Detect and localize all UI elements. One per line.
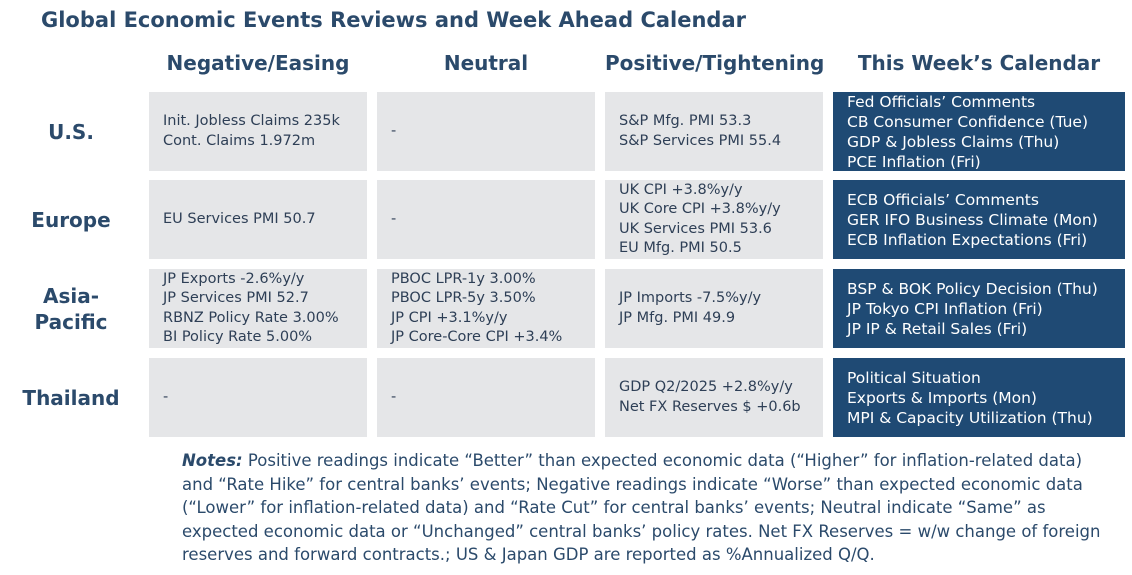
positive-item: JP Mfg. PMI 49.9 xyxy=(619,309,736,326)
neutral-item: - xyxy=(391,388,397,405)
neutral-item: JP CPI +3.1%y/y xyxy=(391,309,508,326)
negative-item: EU Services PMI 50.7 xyxy=(163,210,316,227)
positive-cell: GDP Q2/2025 +2.8%y/y Net FX Reserves $ +0… xyxy=(605,358,823,437)
negative-item: Cont. Claims 1.972m xyxy=(163,132,316,149)
positive-item: GDP Q2/2025 +2.8%y/y xyxy=(619,379,793,395)
row-header-3: Thailand xyxy=(22,385,120,410)
positive-item: S&P Mfg. PMI 53.3 xyxy=(619,113,752,129)
calendar-item: GER IFO Business Climate (Mon) xyxy=(847,210,1098,229)
neutral-item: - xyxy=(391,122,397,139)
positive-item: JP Imports -7.5%y/y xyxy=(619,290,762,306)
calendar-item: Exports & Imports (Mon) xyxy=(847,388,1037,407)
neutral-item: JP Core-Core CPI +3.4% xyxy=(391,329,563,345)
negative-item: Init. Jobless Claims 235k xyxy=(163,113,340,129)
neutral-item: PBOC LPR-1y 3.00% xyxy=(391,270,536,287)
column-header-negative: Negative/Easing xyxy=(166,51,350,75)
row-header-1: Europe xyxy=(31,207,111,232)
column-header-calendar: This Week’s Calendar xyxy=(857,51,1101,75)
positive-item: UK Core CPI +3.8%y/y xyxy=(619,201,781,217)
row-header-0: U.S. xyxy=(48,119,94,144)
calendar-item: CB Consumer Confidence (Tue) xyxy=(847,112,1088,131)
negative-cell: Init. Jobless Claims 235k Cont. Claims 1.… xyxy=(149,92,367,171)
neutral-item: - xyxy=(391,210,397,227)
calendar-item: JP Tokyo CPI Inflation (Fri) xyxy=(847,299,1043,318)
negative-cell: - xyxy=(149,358,367,437)
negative-cell: JP Exports -2.6%y/y JP Services PMI 52.7 R… xyxy=(149,269,367,348)
positive-item: Net FX Reserves $ +0.6b xyxy=(619,398,801,415)
notes-label: Notes: xyxy=(182,451,243,470)
positive-item: EU Mfg. PMI 50.5 xyxy=(619,240,742,256)
negative-item: - xyxy=(163,388,169,405)
column-header-positive: Positive/Tightening xyxy=(605,51,825,75)
calendar-item: BSP & BOK Policy Decision (Thu) xyxy=(847,279,1098,298)
neutral-cell: PBOC LPR-1y 3.00% PBOC LPR-5y 3.50% JP CPI… xyxy=(377,269,595,348)
negative-item: BI Policy Rate 5.00% xyxy=(163,329,313,345)
neutral-cell: - xyxy=(377,180,595,259)
calendar-item: ECB Inflation Expectations (Fri) xyxy=(847,230,1088,249)
calendar-cell: BSP & BOK Policy Decision (Thu) JP Tokyo … xyxy=(833,269,1125,348)
column-header-neutral: Neutral xyxy=(443,51,529,75)
positive-item: UK Services PMI 53.6 xyxy=(619,220,772,237)
calendar-item: PCE Inflation (Fri) xyxy=(847,152,981,171)
positive-cell: UK CPI +3.8%y/y UK Core CPI +3.8%y/y UK Se… xyxy=(605,180,823,259)
calendar-item: ECB Officials’ Comments xyxy=(847,190,1039,209)
neutral-cell: - xyxy=(377,92,595,171)
positive-item: UK CPI +3.8%y/y xyxy=(619,181,743,198)
negative-item: JP Exports -2.6%y/y xyxy=(163,270,305,287)
negative-item: RBNZ Policy Rate 3.00% xyxy=(163,309,339,326)
neutral-item: PBOC LPR-5y 3.50% xyxy=(391,290,536,306)
neutral-cell: - xyxy=(377,358,595,437)
notes-text: Positive readings indicate “Better” than… xyxy=(182,451,1101,564)
calendar-item: Fed Officials’ Comments xyxy=(847,92,1036,111)
row-header-2: Asia-Pacific xyxy=(34,283,108,334)
positive-item: S&P Services PMI 55.4 xyxy=(619,132,782,149)
calendar-cell: Political Situation Exports & Imports (Mo… xyxy=(833,358,1125,437)
calendar-item: JP IP & Retail Sales (Fri) xyxy=(847,319,1028,338)
calendar-item: MPI & Capacity Utilization (Thu) xyxy=(847,408,1093,427)
calendar-cell: ECB Officials’ Comments GER IFO Business … xyxy=(833,180,1125,259)
negative-cell: EU Services PMI 50.7 xyxy=(149,180,367,259)
calendar-item: Political Situation xyxy=(847,368,981,387)
page-title: Global Economic Events Reviews and Week … xyxy=(41,8,746,32)
calendar-cell: Fed Officials’ Comments CB Consumer Confi… xyxy=(833,92,1125,171)
positive-cell: JP Imports -7.5%y/y JP Mfg. PMI 49.9 xyxy=(605,269,823,348)
notes: Notes: Positive readings indicate “Bette… xyxy=(182,449,1112,567)
calendar-item: GDP & Jobless Claims (Thu) xyxy=(847,132,1060,151)
negative-item: JP Services PMI 52.7 xyxy=(163,290,309,306)
positive-cell: S&P Mfg. PMI 53.3 S&P Services PMI 55.4 xyxy=(605,92,823,171)
